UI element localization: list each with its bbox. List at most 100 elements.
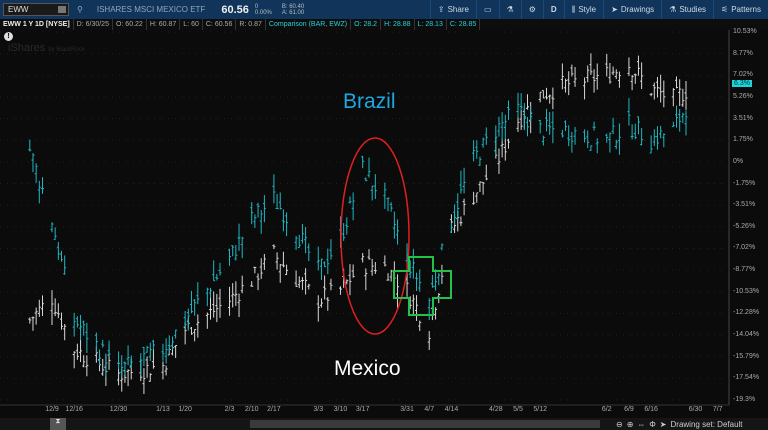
studies-label: Studies bbox=[679, 5, 707, 14]
x-tick-label: 4/28 bbox=[488, 406, 503, 413]
flask-icon: ⚗ bbox=[506, 5, 514, 14]
settings-button[interactable]: ⚙ bbox=[520, 0, 543, 19]
net-change: 0 bbox=[254, 3, 259, 10]
comp-low: L: 28.13 bbox=[415, 19, 447, 30]
info-close: C: 60.56 bbox=[203, 19, 237, 30]
y-tick-label: 10.53% bbox=[733, 28, 757, 35]
price-chart[interactable] bbox=[0, 30, 768, 418]
green-cross-drawing bbox=[393, 256, 452, 316]
ask: A: 61.00 bbox=[281, 9, 305, 16]
candles-icon: ⫼ bbox=[571, 4, 576, 14]
y-tick-label: -14.04% bbox=[733, 331, 760, 339]
share-icon: ⇪ bbox=[437, 5, 445, 14]
pattern-icon: ⚟ bbox=[721, 5, 729, 14]
symbol-value: EWW bbox=[8, 5, 29, 14]
instrument-name: ISHARES MSCI MEXICO ETF bbox=[96, 5, 206, 14]
chevron-down-icon[interactable] bbox=[58, 6, 66, 13]
patterns-label: Patterns bbox=[731, 5, 761, 14]
info-range: R: 0.87 bbox=[236, 19, 266, 30]
x-tick-label: 5/12 bbox=[533, 406, 547, 413]
y-tick-label: -7.02% bbox=[733, 244, 756, 252]
x-tick-label: 6/16 bbox=[644, 406, 658, 413]
y-tick-label: 7.02% bbox=[733, 71, 753, 79]
x-tick-label: 1/20 bbox=[178, 406, 192, 413]
chart-title: EWW 1 Y 1D [NYSE] bbox=[0, 19, 74, 30]
info-date: D: 6/30/25 bbox=[74, 19, 113, 30]
drawing-set[interactable]: Drawing set: Default bbox=[670, 419, 743, 429]
zoom-out-icon[interactable]: ⊖ bbox=[616, 419, 623, 429]
drawings-button[interactable]: ➤ Drawings bbox=[603, 0, 661, 19]
bookmark-icon[interactable]: ⧗ bbox=[50, 418, 66, 430]
change: 0 0.00% bbox=[255, 4, 272, 16]
x-tick-label: 2/17 bbox=[267, 406, 281, 413]
x-tick-label: 3/10 bbox=[333, 406, 348, 413]
lab-button[interactable]: ⚗ bbox=[498, 0, 521, 19]
y-tick-label: 0% bbox=[733, 157, 744, 165]
y-tick-label: -10.53% bbox=[733, 287, 760, 295]
x-tick-label: 12/16 bbox=[65, 406, 83, 413]
style-button[interactable]: ⫼ Style bbox=[563, 0, 603, 19]
x-tick-label: 3/31 bbox=[400, 406, 414, 413]
x-tick-label: 12/30 bbox=[109, 406, 128, 413]
comp-close: C: 28.85 bbox=[447, 19, 481, 30]
zoom-in-icon[interactable]: ⊕ bbox=[626, 419, 634, 429]
x-tick-label: 12/9 bbox=[45, 406, 59, 413]
y-tick-label: -5.26% bbox=[733, 222, 756, 230]
alert-button[interactable]: ▭ bbox=[475, 0, 499, 19]
x-tick-label: 5/5 bbox=[513, 406, 523, 413]
studies-button[interactable]: ⚗ Studies bbox=[661, 0, 713, 19]
alert-icon[interactable]: ! bbox=[4, 32, 13, 41]
gear-icon: ⚙ bbox=[528, 5, 536, 14]
alert-icon: ▭ bbox=[483, 5, 492, 14]
y-tick-label: -12.28% bbox=[733, 309, 760, 317]
y-tick-label: -1.75% bbox=[733, 179, 756, 187]
chart-tools: ⊖ ⊕ ⇔ Φ ➤ Drawing set: Default bbox=[616, 418, 743, 430]
mexico-annotation: Mexico bbox=[334, 357, 401, 380]
horizontal-scrollbar[interactable] bbox=[250, 420, 600, 428]
x-tick-label: 3/3 bbox=[313, 406, 324, 413]
aggregation-label: D bbox=[550, 5, 557, 14]
top-toolbar: EWW ⚲ ISHARES MSCI MEXICO ETF 60.56 0 0.0… bbox=[0, 0, 768, 19]
info-low: L: 60 bbox=[180, 19, 203, 30]
y-tick-label: 1.75% bbox=[733, 136, 753, 144]
red-ellipse-drawing bbox=[340, 137, 410, 335]
comparison-label[interactable]: Comparison (BAR, EWZ) bbox=[266, 19, 352, 30]
y-tick-label: -3.51% bbox=[733, 201, 756, 209]
cursor-icon[interactable]: ➤ bbox=[659, 419, 667, 429]
share-button[interactable]: ⇪ Share bbox=[429, 0, 476, 19]
y-tick-label: -15.79% bbox=[733, 352, 760, 360]
bid: B: 60.40 bbox=[281, 3, 305, 10]
share-label: Share bbox=[447, 5, 469, 14]
brazil-annotation: Brazil bbox=[343, 90, 396, 113]
flask-icon: ⚗ bbox=[669, 5, 677, 14]
link-icon[interactable]: ⚲ bbox=[77, 5, 83, 14]
x-tick-label: 4/7 bbox=[424, 406, 435, 413]
last-value-badge: 6.3% bbox=[732, 80, 752, 87]
x-tick-label: 3/17 bbox=[355, 406, 370, 413]
symbol-input[interactable]: EWW bbox=[3, 3, 69, 16]
comp-open: O: 28.2 bbox=[351, 19, 382, 30]
x-tick-label: 2/3 bbox=[224, 406, 235, 413]
x-tick-label: 6/9 bbox=[624, 406, 634, 413]
style-label: Style bbox=[578, 5, 597, 14]
pct-change: 0.00% bbox=[254, 9, 272, 16]
x-tick-label: 6/2 bbox=[601, 406, 612, 413]
footer-bar: ⧗ ⊖ ⊕ ⇔ Φ ➤ Drawing set: Default bbox=[0, 418, 768, 430]
cursor-icon: ➤ bbox=[611, 5, 618, 14]
watermark-logo: iShares by BlackRock bbox=[8, 42, 85, 54]
bid-ask: B: 60.40 A: 61.00 bbox=[282, 4, 304, 16]
y-tick-label: -17.54% bbox=[733, 374, 760, 382]
drawings-label: Drawings bbox=[620, 5, 655, 14]
chart-info-bar: EWW 1 Y 1D [NYSE] D: 6/30/25 O: 60.22 H:… bbox=[0, 19, 768, 30]
comp-high: H: 28.88 bbox=[381, 19, 415, 30]
pan-icon[interactable]: ⇔ bbox=[637, 419, 646, 429]
crosshair-icon[interactable]: Φ bbox=[649, 419, 656, 429]
aggregation-button[interactable]: D bbox=[542, 0, 564, 19]
y-tick-label: 8.77% bbox=[733, 49, 753, 57]
y-tick-label: 3.51% bbox=[733, 114, 753, 122]
x-tick-label: 4/14 bbox=[444, 406, 459, 413]
x-tick-label: 2/10 bbox=[244, 406, 259, 413]
x-tick-label: 6/30 bbox=[688, 406, 703, 413]
patterns-button[interactable]: ⚟ Patterns bbox=[713, 0, 768, 19]
last-price: 60.56 bbox=[221, 3, 249, 16]
